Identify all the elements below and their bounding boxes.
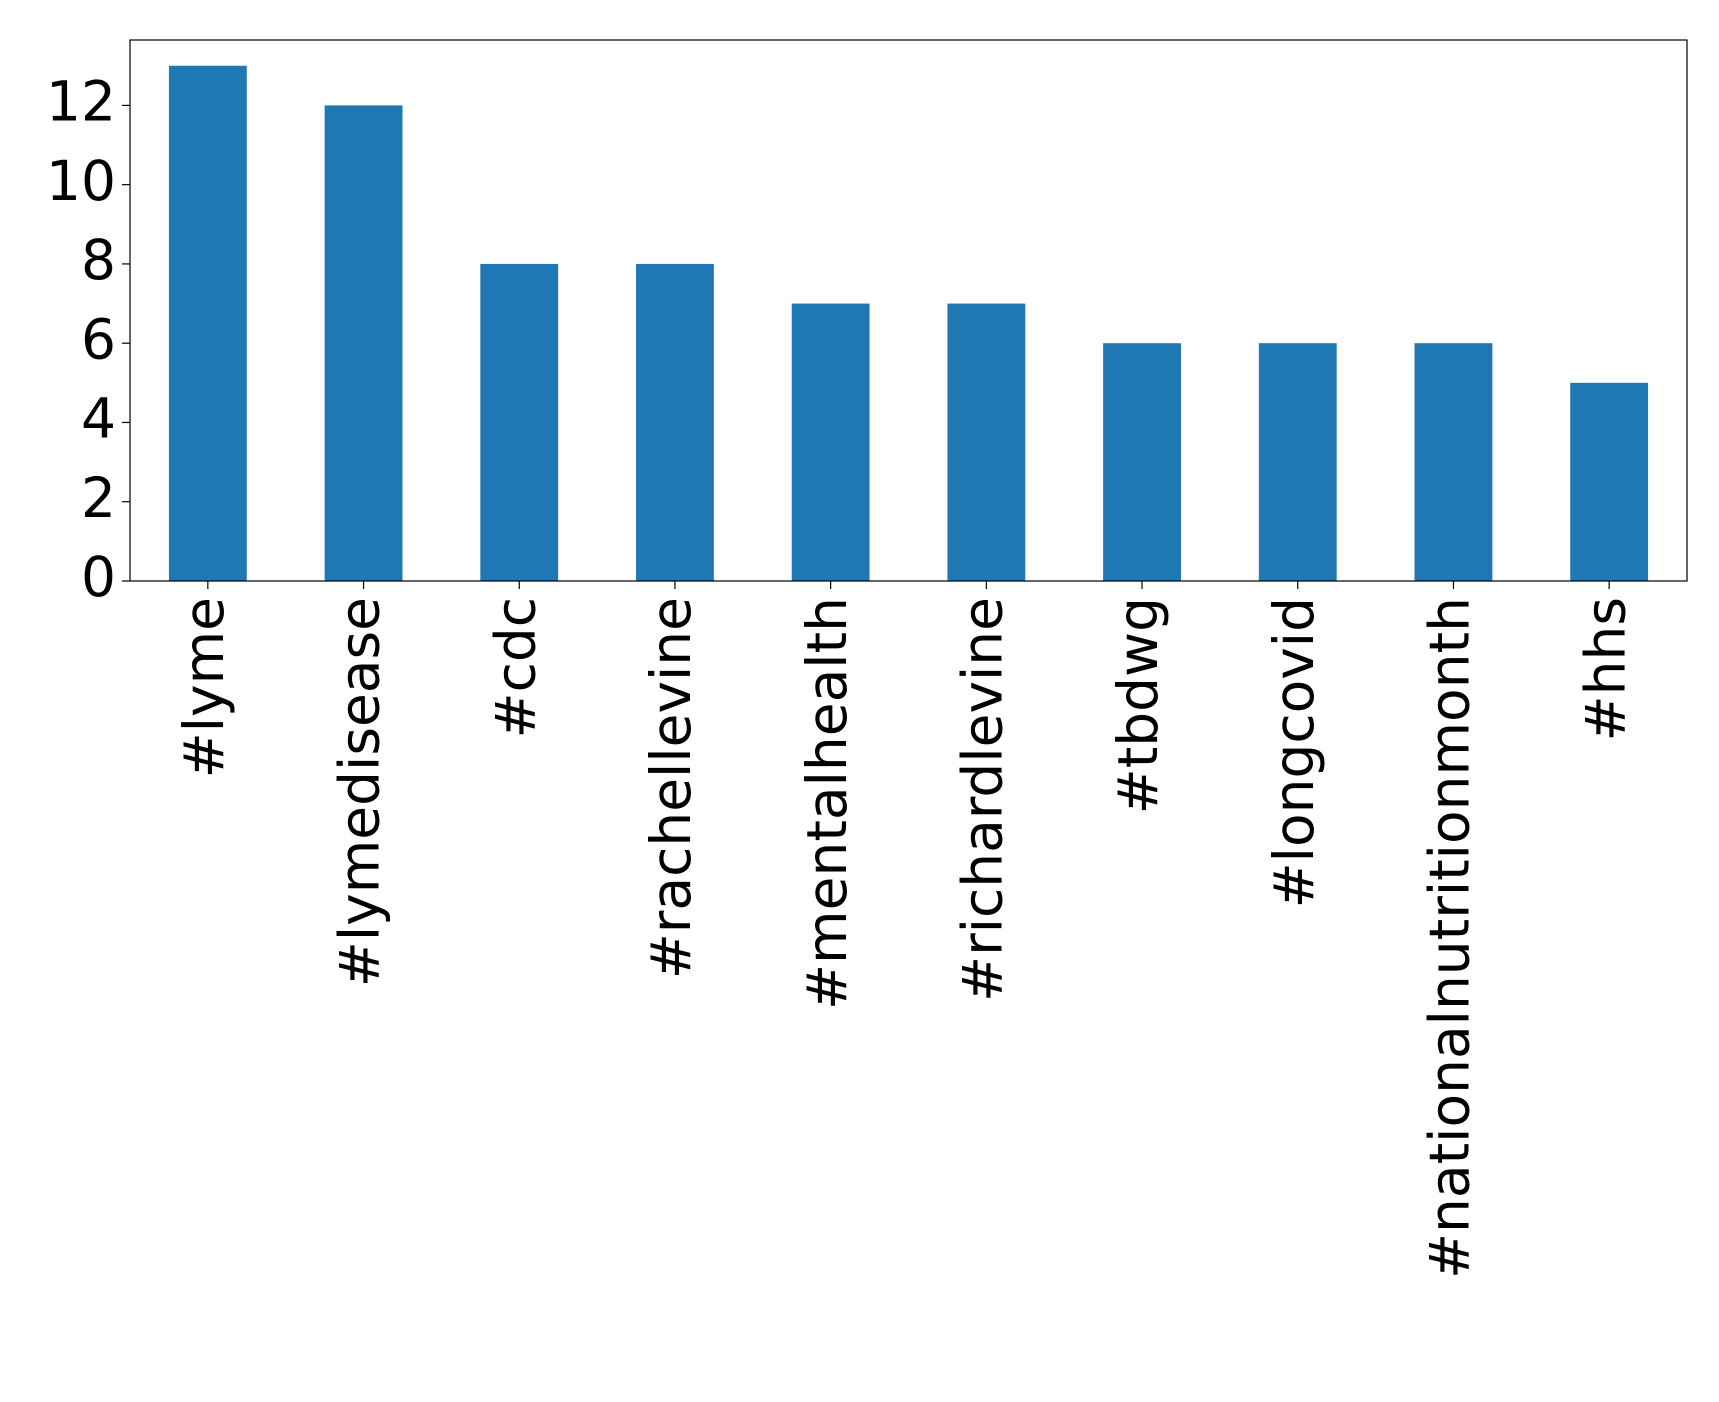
x-tick-label: #mentalhealth bbox=[795, 597, 859, 1010]
y-tick-label: 10 bbox=[46, 149, 116, 213]
x-tick-label: #lymedisease bbox=[328, 597, 392, 987]
bar bbox=[1258, 343, 1337, 581]
x-tick-label: #longcovid bbox=[1262, 597, 1326, 908]
y-tick-label: 2 bbox=[81, 466, 116, 530]
x-tick-label: #cdc bbox=[483, 597, 547, 738]
x-tick-label: #lyme bbox=[172, 597, 236, 778]
y-tick-label: 0 bbox=[81, 545, 116, 609]
x-tick-label: #rachellevine bbox=[639, 597, 703, 979]
x-tick-label: #nationalnutritionmonth bbox=[1418, 597, 1482, 1279]
bar bbox=[1570, 382, 1649, 581]
x-tick-label: #richardlevine bbox=[950, 597, 1014, 1002]
y-tick-label: 12 bbox=[46, 70, 116, 134]
x-tick-label: #tbdwg bbox=[1106, 597, 1170, 814]
x-tick-label: #hhs bbox=[1573, 597, 1637, 741]
bar bbox=[480, 263, 559, 581]
bar bbox=[1414, 343, 1493, 581]
y-tick-label: 8 bbox=[81, 228, 116, 292]
bar bbox=[791, 303, 870, 581]
bar bbox=[947, 303, 1026, 581]
bar bbox=[324, 105, 403, 582]
bar bbox=[636, 263, 714, 581]
plot-frame bbox=[129, 39, 1688, 582]
bar bbox=[168, 65, 247, 581]
y-tick-label: 4 bbox=[81, 387, 116, 451]
y-tick-label: 6 bbox=[81, 307, 116, 371]
bar bbox=[1103, 343, 1181, 581]
